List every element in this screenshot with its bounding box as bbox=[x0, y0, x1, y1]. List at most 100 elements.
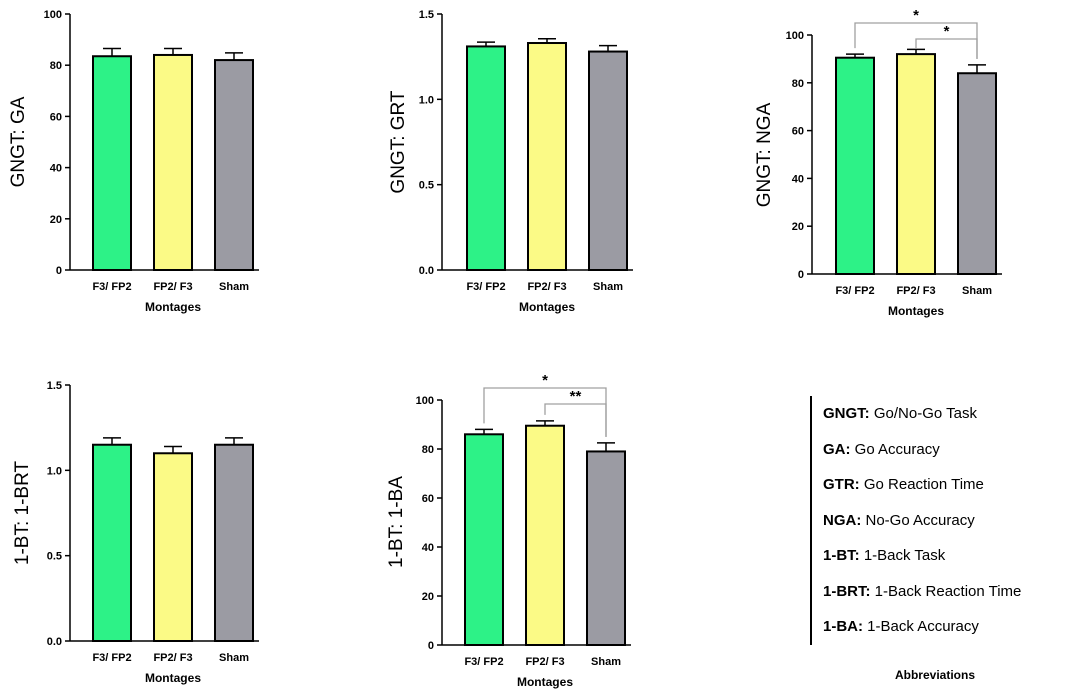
legend-text: 1-Back Task bbox=[863, 547, 946, 564]
bar bbox=[588, 50, 628, 272]
y-tick-label: 0 bbox=[56, 265, 62, 277]
x-axis-label: Montages bbox=[888, 304, 944, 318]
legend-text: No-Go Accuracy bbox=[865, 511, 975, 529]
y-tick-label: 0.0 bbox=[419, 265, 434, 277]
category-label: F3/ FP2 bbox=[92, 281, 131, 293]
legend-text: Go Accuracy bbox=[854, 440, 940, 458]
x-axis-label: Montages bbox=[145, 671, 201, 685]
bar bbox=[214, 443, 254, 642]
significance-label: * bbox=[944, 23, 950, 40]
category-label: Sham bbox=[591, 656, 621, 668]
category-label: Sham bbox=[219, 281, 249, 293]
category-label: F3/ FP2 bbox=[464, 656, 503, 668]
category-label: FP2/ F3 bbox=[527, 281, 566, 293]
y-tick-label: 20 bbox=[50, 214, 62, 226]
legend-row: 1-BT: 1-Back Task bbox=[812, 538, 1062, 574]
legend-row: GTR: Go Reaction Time bbox=[812, 467, 1062, 503]
legend-abbr: 1-BA: bbox=[823, 618, 863, 635]
category-label: FP2/ F3 bbox=[896, 285, 935, 297]
bar bbox=[214, 59, 254, 271]
legend-abbr: GA: bbox=[823, 440, 851, 458]
bar bbox=[525, 424, 565, 646]
bar bbox=[464, 433, 504, 646]
legend-text: 1-Back Accuracy bbox=[867, 618, 979, 635]
x-axis-label: Montages bbox=[517, 675, 573, 689]
legend-row: 1-BRT: 1-Back Reaction Time bbox=[812, 574, 1062, 610]
legend-text: 1-Back Reaction Time bbox=[874, 582, 1022, 600]
chart-panel: 0 20 40 60 80 100 F3/ FP2 FP2/ F3 Sham Montages 1-… bbox=[386, 372, 631, 689]
significance-label: ** bbox=[570, 388, 582, 405]
y-tick-label: 20 bbox=[792, 221, 804, 233]
chart-panel: 0 20 40 60 80 100 F3/ FP2 FP2/ F3 Sham Montages GN… bbox=[754, 7, 1002, 318]
y-tick-label: 1.5 bbox=[47, 380, 62, 392]
significance-bracket bbox=[915, 38, 978, 59]
category-label: FP2/ F3 bbox=[153, 652, 192, 664]
bar bbox=[153, 53, 193, 271]
y-tick-label: 0 bbox=[428, 640, 434, 652]
legend-abbr: 1-BRT: bbox=[823, 582, 871, 600]
legend-title: Abbreviations bbox=[894, 668, 975, 682]
legend-abbr: GTR: bbox=[823, 476, 860, 493]
bar bbox=[527, 42, 567, 271]
y-tick-label: 0.0 bbox=[47, 636, 62, 648]
legend-row: GA: Go Accuracy bbox=[812, 432, 1062, 468]
bar bbox=[586, 450, 626, 647]
chart-panel: 0 20 40 60 80 100 F3/ FP2 FP2/ F3 Sham Montages GN… bbox=[8, 9, 259, 314]
y-tick-label: 0.5 bbox=[419, 180, 434, 192]
significance-label: * bbox=[542, 372, 548, 389]
legend-text: Go/No-Go Task bbox=[873, 405, 977, 422]
category-label: FP2/ F3 bbox=[153, 281, 192, 293]
y-tick-label: 0.5 bbox=[47, 551, 62, 563]
chart-panel: 0.0 0.5 1.0 1.5 F3/ FP2 FP2/ F3 Sham Montages 1-… bbox=[12, 380, 259, 685]
chart-panel: 0.0 0.5 1.0 1.5 F3/ FP2 FP2/ F3 Sham Montages GN… bbox=[388, 9, 633, 314]
category-label: Sham bbox=[593, 281, 623, 293]
category-label: Sham bbox=[962, 285, 992, 297]
y-axis-label: 1-BT: 1-BA bbox=[386, 476, 407, 568]
x-axis-label: Montages bbox=[519, 300, 575, 314]
category-label: F3/ FP2 bbox=[835, 285, 874, 297]
bar bbox=[153, 452, 193, 642]
bar bbox=[466, 45, 506, 271]
legend-row: GNGT: Go/No-Go Task bbox=[812, 396, 1062, 432]
significance-label: * bbox=[913, 7, 919, 24]
legend-row: NGA: No-Go Accuracy bbox=[812, 503, 1062, 539]
category-label: F3/ FP2 bbox=[466, 281, 505, 293]
category-label: F3/ FP2 bbox=[92, 652, 131, 664]
y-tick-label: 1.0 bbox=[47, 465, 62, 477]
y-tick-label: 100 bbox=[44, 9, 62, 21]
legend-abbr: GNGT: bbox=[823, 405, 870, 422]
y-tick-label: 1.5 bbox=[419, 9, 434, 21]
y-tick-label: 60 bbox=[422, 493, 434, 505]
y-tick-label: 1.0 bbox=[419, 94, 434, 106]
bar bbox=[835, 56, 875, 275]
y-axis-label: 1-BT: 1-BRT bbox=[12, 461, 33, 566]
legend-text: Go Reaction Time bbox=[863, 476, 984, 493]
y-tick-label: 80 bbox=[792, 78, 804, 90]
y-tick-label: 20 bbox=[422, 591, 434, 603]
y-tick-label: 0 bbox=[798, 269, 804, 281]
bar bbox=[92, 443, 132, 642]
y-axis-label: GNGT: NGA bbox=[754, 102, 775, 207]
bar bbox=[92, 55, 132, 271]
abbreviations-legend: GNGT: Go/No-Go Task GA: Go Accuracy GTR:… bbox=[810, 396, 1062, 645]
legend-abbr: 1-BT: bbox=[823, 547, 860, 564]
bar bbox=[957, 72, 997, 275]
significance-bracket bbox=[544, 403, 607, 437]
y-tick-label: 80 bbox=[422, 444, 434, 456]
legend-abbr: NGA: bbox=[823, 511, 862, 529]
legend-row: 1-BA: 1-Back Accuracy bbox=[812, 609, 1062, 645]
x-axis-label: Montages bbox=[145, 300, 201, 314]
bar bbox=[896, 53, 936, 276]
y-tick-label: 40 bbox=[792, 173, 804, 185]
y-tick-label: 60 bbox=[792, 126, 804, 138]
y-tick-label: 60 bbox=[50, 111, 62, 123]
y-tick-label: 100 bbox=[416, 395, 434, 407]
y-tick-label: 40 bbox=[422, 542, 434, 554]
y-tick-label: 80 bbox=[50, 60, 62, 72]
y-tick-label: 100 bbox=[786, 30, 804, 42]
y-tick-label: 40 bbox=[50, 163, 62, 175]
category-label: FP2/ F3 bbox=[525, 656, 564, 668]
category-label: Sham bbox=[219, 652, 249, 664]
y-axis-label: GNGT: GA bbox=[8, 96, 29, 187]
